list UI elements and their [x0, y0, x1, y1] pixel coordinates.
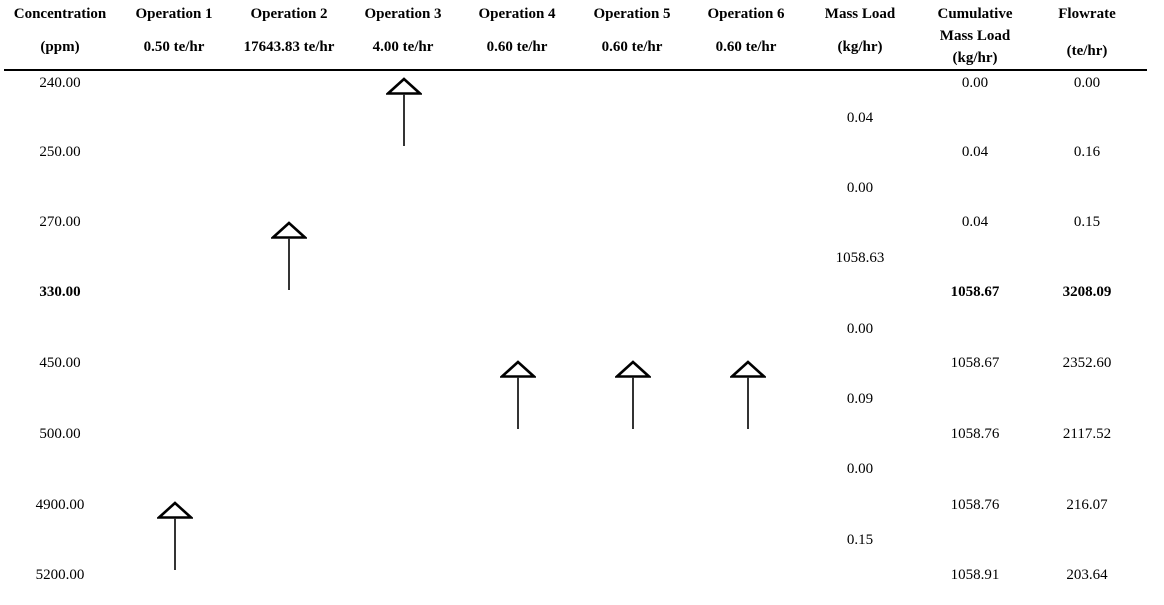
column-header-operation-4: Operation 4 0.60 te/hr	[452, 5, 582, 56]
column-header-mass-load: Mass Load (kg/hr)	[795, 5, 925, 56]
cumulative-mass-load-value: 1058.76	[950, 497, 1000, 513]
mass-load-value: 1058.63	[835, 250, 885, 266]
flowrate-value: 203.64	[1066, 567, 1108, 583]
column-header-flowrate: Flowrate (te/hr)	[1022, 5, 1152, 60]
column-header-cumulative-mass-load: Cumulative Mass Load (kg/hr)	[910, 5, 1040, 67]
flowrate-value: 2117.52	[1062, 426, 1112, 442]
column-subtitle: 17643.83 te/hr	[243, 39, 335, 55]
concentration-level: 240.00	[39, 75, 81, 91]
column-title: Operation 4	[478, 6, 556, 22]
concentration-level: 270.00	[39, 214, 81, 230]
mass-load-value: 0.09	[846, 391, 874, 407]
up-arrow-icon	[271, 221, 307, 290]
flowrate-value: 216.07	[1066, 497, 1108, 513]
column-header-operation-5: Operation 5 0.60 te/hr	[567, 5, 697, 56]
concentration-level: 500.00	[39, 426, 81, 442]
cumulative-mass-load-value: 0.04	[961, 144, 989, 160]
column-title: Operation 2	[250, 6, 328, 22]
flowrate-value: 0.15	[1073, 214, 1101, 230]
operation-5-arrow	[615, 359, 651, 431]
cumulative-mass-load-value: 0.04	[961, 214, 989, 230]
cumulative-mass-load-value-pinch: 1058.67	[950, 284, 1000, 300]
up-arrow-icon	[386, 77, 422, 146]
flowrate-value: 2352.60	[1062, 355, 1112, 371]
column-title: Concentration	[13, 6, 107, 22]
cumulative-mass-load-value: 1058.67	[950, 355, 1000, 371]
flowrate-value-pinch: 3208.09	[1062, 284, 1112, 300]
up-arrow-icon	[615, 360, 651, 429]
cumulative-mass-load-value: 1058.76	[950, 426, 1000, 442]
mass-load-value: 0.00	[846, 180, 874, 196]
flowrate-value: 0.16	[1073, 144, 1101, 160]
column-title: Flowrate	[1058, 6, 1116, 22]
column-title: Operation 1	[135, 6, 213, 22]
mass-load-value: 0.00	[846, 321, 874, 337]
cumulative-mass-load-value: 0.00	[961, 75, 989, 91]
column-subtitle: 0.50 te/hr	[143, 39, 205, 55]
column-header-operation-2: Operation 2 17643.83 te/hr	[224, 5, 354, 56]
column-header-operation-1: Operation 1 0.50 te/hr	[109, 5, 239, 56]
column-title: Mass Load	[824, 6, 896, 22]
column-title: Cumulative	[937, 6, 1013, 22]
column-header-concentration: Concentration (ppm)	[0, 5, 125, 56]
column-subtitle: (kg/hr)	[952, 50, 998, 66]
column-subtitle: 0.60 te/hr	[715, 39, 777, 55]
column-header-operation-3: Operation 3 4.00 te/hr	[338, 5, 468, 56]
column-title: Operation 3	[364, 6, 442, 22]
concentration-level: 4900.00	[35, 497, 85, 513]
column-subtitle: 4.00 te/hr	[372, 39, 434, 55]
column-title: Operation 6	[707, 6, 785, 22]
operation-6-arrow	[730, 359, 766, 431]
concentration-level-pinch: 330.00	[39, 284, 81, 300]
column-subtitle: (ppm)	[40, 39, 80, 55]
column-subtitle: (kg/hr)	[837, 39, 883, 55]
mass-load-value: 0.04	[846, 110, 874, 126]
up-arrow-icon	[500, 360, 536, 429]
header-divider-line	[4, 69, 1147, 71]
column-subtitle: 0.60 te/hr	[486, 39, 548, 55]
cumulative-mass-load-value: 1058.91	[950, 567, 1000, 583]
column-title-line2: Mass Load	[939, 28, 1011, 44]
column-subtitle: 0.60 te/hr	[601, 39, 663, 55]
mass-load-value: 0.00	[846, 461, 874, 477]
concentration-level: 450.00	[39, 355, 81, 371]
operation-4-arrow	[500, 359, 536, 431]
column-subtitle: (te/hr)	[1066, 43, 1108, 59]
up-arrow-icon	[157, 501, 193, 570]
concentration-level: 5200.00	[35, 567, 85, 583]
operation-2-arrow	[271, 220, 307, 292]
flowrate-value: 0.00	[1073, 75, 1101, 91]
operation-1-arrow	[157, 500, 193, 572]
up-arrow-icon	[730, 360, 766, 429]
column-header-operation-6: Operation 6 0.60 te/hr	[681, 5, 811, 56]
operation-3-arrow	[386, 76, 422, 148]
mass-load-value: 0.15	[846, 532, 874, 548]
concentration-level: 250.00	[39, 144, 81, 160]
column-title: Operation 5	[593, 6, 671, 22]
